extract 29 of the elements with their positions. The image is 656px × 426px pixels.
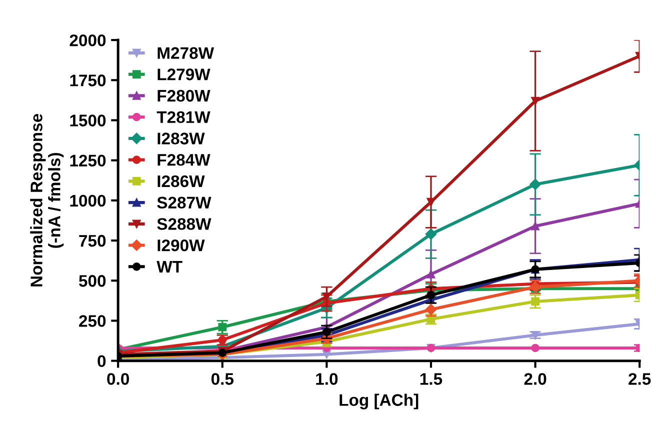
legend-label: I286W bbox=[158, 175, 205, 188]
y-axis-title: Normalized Response (-nA / fmols) bbox=[30, 114, 64, 286]
x-axis-title: Log [ACh] bbox=[340, 394, 418, 410]
y-tick-label: 250 bbox=[79, 315, 106, 327]
legend-label: WT bbox=[156, 261, 182, 272]
x-tick-label: 0.0 bbox=[107, 373, 129, 385]
x-tick-label: 0.5 bbox=[211, 373, 234, 385]
legend-label: L279W bbox=[158, 68, 210, 80]
y-tick-label: 1500 bbox=[70, 114, 106, 126]
legend-label: I290W bbox=[158, 239, 205, 252]
y-tick-label: 1000 bbox=[70, 194, 106, 207]
y-tick-label: 1750 bbox=[70, 74, 106, 86]
y-tick-label: 2000 bbox=[70, 34, 106, 46]
legend-label: F284W bbox=[158, 154, 210, 166]
legend-label: T281W bbox=[156, 111, 210, 124]
y-tick-label: 0 bbox=[98, 355, 106, 368]
x-tick-label: 1.5 bbox=[420, 373, 442, 385]
legend-label: S287W bbox=[157, 196, 212, 209]
legend-label: S288W bbox=[157, 218, 212, 230]
x-tick-label: 1.0 bbox=[316, 373, 338, 385]
y-tick-label: 1250 bbox=[70, 154, 106, 167]
x-tick-label: 2.0 bbox=[524, 373, 546, 385]
y-tick-label: 750 bbox=[79, 234, 106, 247]
y-tick-label: 500 bbox=[78, 275, 106, 287]
legend-label: I283W bbox=[158, 132, 205, 144]
legend-label: M278W bbox=[158, 47, 214, 59]
point bbox=[531, 344, 540, 352]
x-tick-label: 2.5 bbox=[628, 373, 651, 385]
legend-label: F280W bbox=[158, 90, 210, 102]
